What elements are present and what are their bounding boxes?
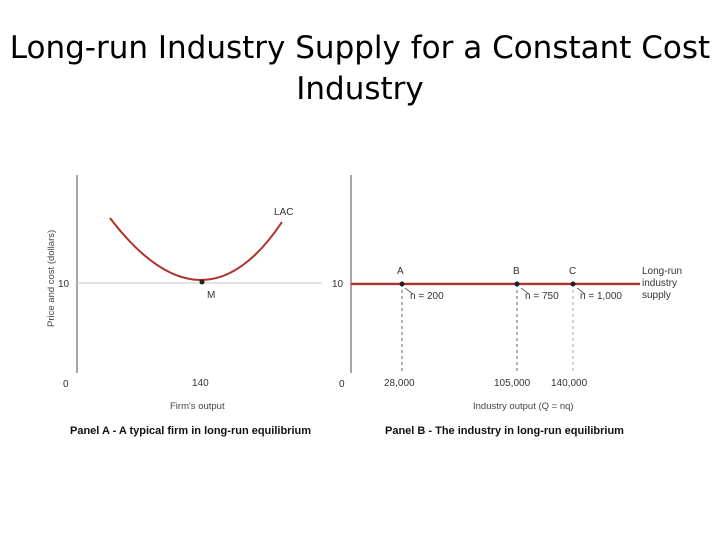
n-1000-label: n = 1,000 [580, 291, 622, 302]
point-c-label: C [569, 266, 576, 277]
panel-b-x-tick-140000: 140,000 [551, 378, 588, 389]
point-m [199, 279, 205, 285]
panel-b-x-tick-28000: 28,000 [384, 378, 415, 389]
point-a [399, 281, 405, 287]
point-c [570, 281, 576, 287]
lac-curve [109, 217, 283, 281]
point-m-label: M [207, 290, 215, 301]
panel-a-x-axis-title: Firm's output [170, 401, 225, 412]
point-a-label: A [397, 266, 404, 277]
n-200-pointer [404, 287, 414, 295]
panel-b-x-axis-title: Industry output (Q = nq) [473, 401, 574, 412]
supply-label-line-3: supply [642, 290, 671, 301]
panel-a: LAC M Price and cost (dollars) 10 0 140 … [46, 175, 322, 437]
point-b [514, 281, 520, 287]
panel-b: A B C n = 200 n = 750 n = 1,000 Long-run… [332, 175, 682, 437]
n-750-label: n = 750 [525, 291, 559, 302]
supply-label-line-1: Long-run [642, 266, 682, 277]
panel-b-origin: 0 [339, 379, 345, 390]
panel-b-x-tick-105000: 105,000 [494, 378, 531, 389]
n-1000-pointer [576, 287, 586, 295]
panel-a-y-tick-10: 10 [58, 279, 70, 290]
slide-title-line-1: Long-run Industry Supply for a Constant … [9, 30, 711, 66]
panel-b-y-tick-10: 10 [332, 279, 344, 290]
panel-a-y-axis-title: Price and cost (dollars) [46, 230, 57, 327]
panel-b-title: Panel B - The industry in long-run equil… [385, 425, 624, 437]
n-200-label: n = 200 [410, 291, 444, 302]
slide-title-line-2: Industry [296, 71, 424, 107]
supply-label-line-2: industry [642, 278, 677, 289]
point-b-label: B [513, 266, 520, 277]
panel-a-origin: 0 [63, 379, 69, 390]
n-750-pointer [520, 287, 530, 295]
lac-label: LAC [274, 207, 293, 218]
panel-a-x-tick-140: 140 [192, 378, 209, 389]
slide-title: Long-run Industry Supply for a Constant … [0, 28, 720, 110]
panel-a-title: Panel A - A typical firm in long-run equ… [70, 425, 311, 437]
